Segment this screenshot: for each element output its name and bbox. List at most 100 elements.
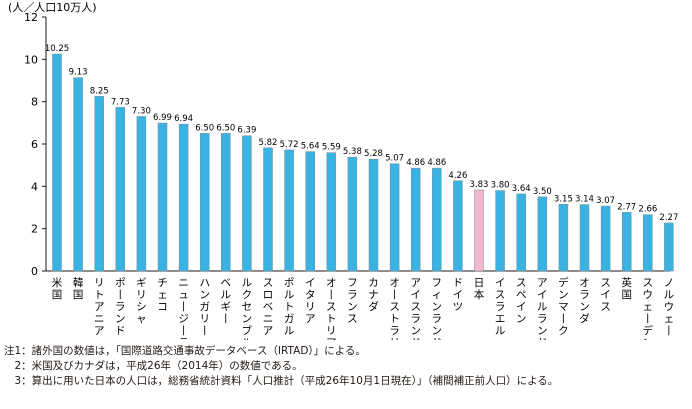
category-label: ニュ丨ジ丨ランド — [178, 277, 189, 340]
category-label: フランス — [347, 277, 358, 325]
data-label: 4.86 — [406, 158, 425, 168]
data-label: 7.73 — [111, 97, 130, 107]
data-label: 3.15 — [554, 194, 573, 204]
category-label: ポルトガル — [284, 277, 295, 337]
bar — [347, 156, 358, 272]
data-label: 6.39 — [237, 126, 256, 136]
category-label: カナダ — [368, 277, 379, 313]
category-label: スウェ丨デン — [643, 277, 654, 340]
data-label: 5.64 — [301, 142, 320, 152]
data-label: 9.13 — [69, 68, 88, 78]
category-label: ルクセンブルク — [242, 277, 253, 340]
y-tick-label: 2 — [31, 223, 38, 236]
data-label: 8.25 — [90, 86, 109, 96]
y-tick-label: 4 — [31, 180, 38, 193]
data-label: 3.07 — [596, 196, 615, 206]
data-label: 5.59 — [322, 143, 341, 153]
bar — [136, 116, 147, 272]
bar — [453, 180, 463, 272]
bar — [516, 193, 526, 272]
bar — [263, 147, 273, 272]
data-label: 2.27 — [659, 213, 678, 223]
data-label: 2.66 — [638, 205, 657, 215]
bar — [600, 205, 611, 272]
category-label: 米国 — [52, 276, 63, 301]
bar — [474, 189, 484, 272]
category-label: ノルウェ丨 — [664, 277, 675, 337]
bar — [643, 214, 653, 272]
bar — [432, 167, 442, 272]
bar-chart: (人／人口10万人) 0 2 4 6 8 10 12 10.25 9.138.257.737.… — [8, 1, 678, 340]
category-label: スイス — [600, 277, 611, 313]
bar — [115, 107, 126, 272]
footnote-3: 3：算出に用いた日本の人口は，総務省統計資料「人口推計（平成26年10月1日現在… — [4, 375, 559, 387]
category-label: オランダ — [579, 277, 590, 325]
category-label: イタリア — [305, 277, 316, 325]
data-label: 4.86 — [427, 158, 446, 168]
data-label: 6.99 — [153, 113, 172, 123]
category-label: ハンガリ丨 — [199, 277, 210, 337]
data-label: 5.72 — [280, 140, 299, 150]
data-label: 3.14 — [575, 195, 594, 205]
footnotes: 注1：諸外国の数値は，「国際道路交通事故データベース（IRTAD）」による。 2… — [4, 344, 558, 389]
data-label: 5.38 — [343, 147, 362, 157]
bar — [495, 190, 505, 272]
category-label: スペイン — [516, 277, 527, 325]
category-label: アイルランド — [537, 277, 548, 340]
data-label: 6.50 — [216, 123, 235, 133]
y-axis-label: (人／人口10万人) — [8, 1, 97, 14]
category-label: ドイツ — [453, 277, 464, 313]
bar — [389, 163, 400, 272]
bar — [558, 204, 569, 272]
category-label: ベルギ丨 — [221, 277, 232, 325]
bar — [52, 53, 62, 272]
category-label: チェコ — [157, 277, 168, 313]
data-label: 3.64 — [512, 184, 531, 194]
category-label: イスラエル — [495, 277, 506, 337]
data-label: 6.50 — [195, 123, 214, 133]
bar — [221, 133, 231, 272]
data-label: 3.50 — [533, 187, 552, 197]
bar — [157, 122, 168, 272]
bar — [242, 135, 252, 272]
bar — [664, 222, 674, 272]
bar — [305, 151, 315, 272]
bar — [94, 96, 104, 272]
bar — [579, 204, 590, 272]
category-label: アイスランド — [410, 277, 421, 340]
category-label: オ丨ストリア — [326, 277, 337, 340]
bar — [199, 133, 210, 272]
bar — [410, 167, 421, 272]
bar — [368, 158, 379, 272]
bar — [73, 77, 83, 272]
data-label: 4.26 — [448, 171, 467, 181]
category-label: ポ丨ランド — [115, 277, 126, 337]
category-label: オ丨ストラリア — [389, 277, 400, 340]
y-tick-label: 6 — [31, 138, 38, 151]
bar — [621, 212, 632, 272]
bar — [284, 149, 294, 272]
bar — [178, 123, 189, 272]
data-label: 6.94 — [174, 114, 193, 124]
bar — [537, 196, 548, 272]
footnote-1: 注1：諸外国の数値は，「国際道路交通事故データベース（IRTAD）」による。 — [4, 345, 366, 357]
data-label: 5.28 — [364, 149, 383, 159]
category-label: 日本 — [474, 277, 485, 301]
footnote-2: 2：米国及びカナダは，平成26年（2014年）の数値である。 — [4, 360, 303, 372]
data-label: 2.77 — [617, 202, 636, 212]
data-label: 10.25 — [45, 44, 69, 54]
y-tick-label: 12 — [24, 11, 38, 24]
category-label: スロベニア — [263, 277, 274, 337]
data-label: 7.30 — [132, 106, 151, 116]
bar — [326, 152, 337, 272]
y-tick-label: 10 — [24, 53, 38, 66]
data-label: 5.07 — [385, 154, 404, 164]
data-label: 3.80 — [491, 181, 510, 191]
category-label: リトアニア — [94, 277, 105, 337]
data-label: 3.83 — [470, 180, 489, 190]
category-label: 韓国 — [73, 277, 84, 301]
y-tick-label: 0 — [31, 265, 38, 278]
category-label: 英国 — [621, 276, 632, 301]
data-label: 5.82 — [259, 138, 278, 148]
